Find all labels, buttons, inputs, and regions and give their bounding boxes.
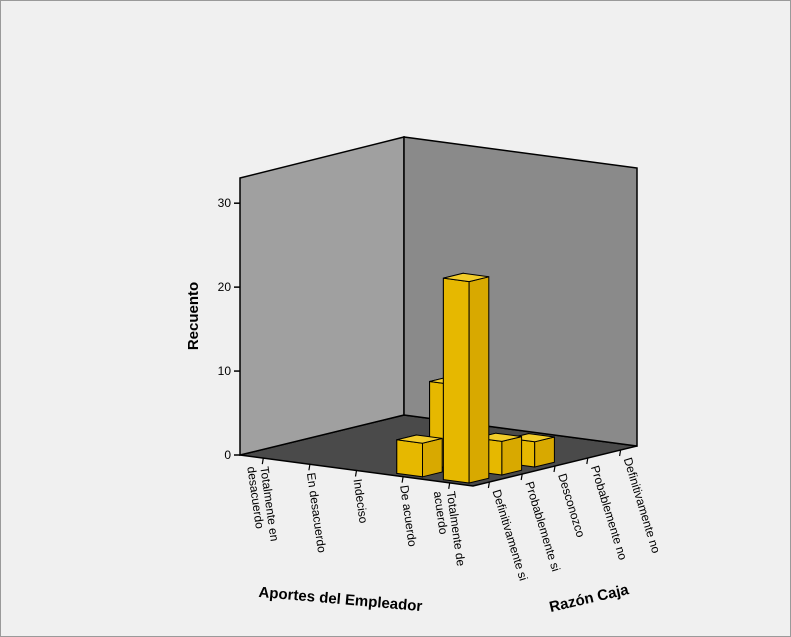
bar <box>396 434 443 478</box>
x-tick <box>308 464 311 471</box>
y-tick-label: 10 <box>218 364 232 378</box>
y-tick-label: 20 <box>218 280 232 294</box>
z-tick <box>553 465 556 473</box>
z-tick <box>487 481 490 489</box>
y-axis-title: Recuento <box>185 282 202 350</box>
z-tick <box>520 473 523 481</box>
bar-right-face <box>468 276 490 484</box>
bar <box>442 272 490 484</box>
x-tick-label: En desacuerdo <box>304 472 329 554</box>
x-tick-label: acuerdo <box>431 490 451 535</box>
chart-left-wall <box>239 136 405 456</box>
z-tick <box>619 449 622 457</box>
x-tick <box>354 470 358 477</box>
z-tick-label: Desconozco <box>555 472 588 540</box>
bar-front-face <box>396 439 423 478</box>
bar-top-face <box>396 434 443 444</box>
z-tick-label: Definitivamente no <box>621 456 664 555</box>
x-tick <box>261 458 264 465</box>
bar-right-face <box>501 435 523 476</box>
z-tick-label: Probablemente no <box>588 464 630 562</box>
y-tick-label: 30 <box>218 196 232 210</box>
x-axis-title: Aportes del Empleador <box>258 584 423 615</box>
z-tick-label: Definitivamente si <box>490 488 531 583</box>
bar-right-face <box>422 437 443 478</box>
z-axis-title: Razón Caja <box>548 581 631 616</box>
y-axis: 0 10 20 30 <box>218 196 240 462</box>
z-tick-label: Probablemente si <box>522 480 563 573</box>
x-tick <box>448 482 451 489</box>
x-tick <box>401 476 404 483</box>
bar-front-face <box>442 277 470 484</box>
bars <box>396 272 555 484</box>
bar-top-face <box>443 272 489 283</box>
x-tick-label: De acuerdo <box>397 484 420 548</box>
z-tick <box>586 457 589 465</box>
y-tick-label: 0 <box>224 448 231 462</box>
x-tick-label: Indeciso <box>351 478 371 525</box>
